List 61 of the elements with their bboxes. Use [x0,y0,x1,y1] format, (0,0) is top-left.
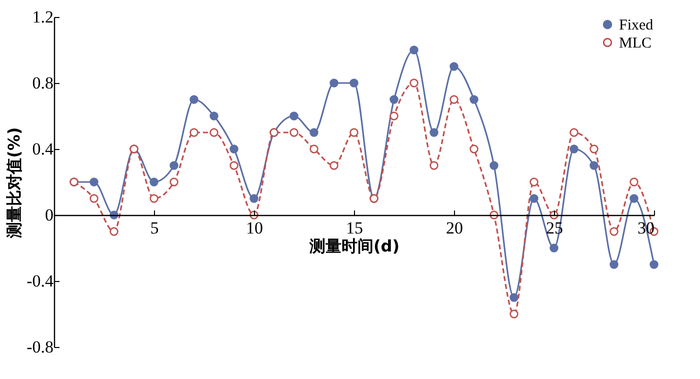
point [590,161,598,170]
point [330,78,338,88]
point [190,95,198,104]
point [230,161,238,170]
point [550,244,558,252]
x-tick-label: 20 [446,218,463,238]
point [330,161,338,170]
point [350,128,358,137]
point [190,128,198,137]
point [610,260,618,269]
point [310,144,318,154]
x-tick-label: 10 [246,218,263,238]
point [210,128,218,137]
point [210,112,218,120]
point [570,128,578,137]
point [310,128,318,137]
point [610,227,618,236]
point [390,95,398,104]
point [290,128,298,137]
point [410,46,418,54]
point [510,293,518,302]
point [430,161,438,170]
y-axis-title: 测量比对值(%) [4,127,24,239]
y-tick-label: -0.8 [26,338,54,356]
point [250,194,258,203]
point [150,194,158,203]
point [90,178,98,186]
x-tick-label: 5 [150,218,159,238]
y-tick-label: 0 [45,206,54,224]
point [150,178,158,186]
point [630,194,638,203]
point [470,144,478,154]
point [430,128,438,137]
point [530,194,538,203]
point [110,227,118,236]
point [230,144,238,154]
point [450,95,458,104]
point [490,161,498,170]
point [170,161,178,170]
y-tick-label: 0.4 [32,140,54,158]
point [650,260,658,269]
legend-label: MLC [619,36,652,52]
point [390,112,398,120]
x-axis-title: 测量时间(d) [308,236,400,256]
legend-label: Fixed [619,18,654,34]
point [630,178,638,186]
x-tick-label: 15 [346,218,363,238]
point [290,112,298,120]
y-tick-label: 1.2 [32,8,54,26]
point [530,178,538,186]
point [90,194,98,203]
y-tick-label: 0.8 [32,74,54,92]
point [510,310,518,318]
y-tick-label: -0.4 [26,272,54,290]
point [450,62,458,71]
point [410,78,418,88]
point [170,178,178,186]
point [590,144,598,154]
point [470,95,478,104]
point [350,78,358,88]
point [570,144,578,154]
